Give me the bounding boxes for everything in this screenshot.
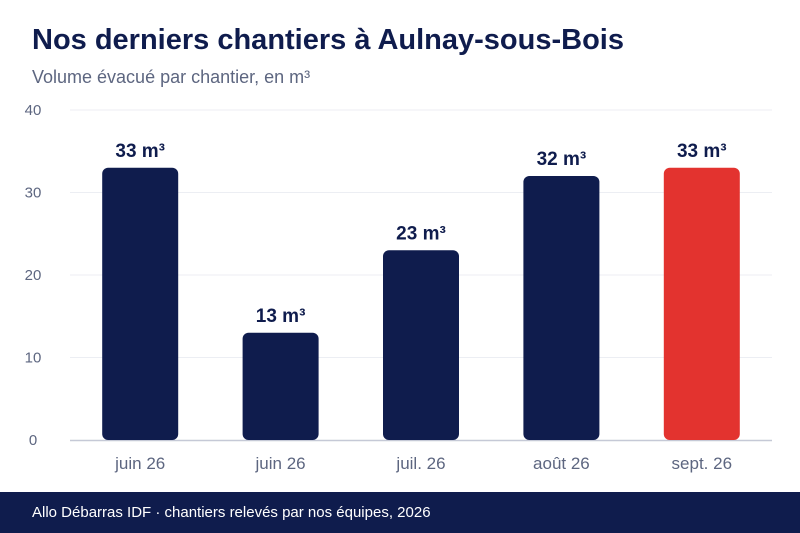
x-tick-label: juin 26 [255,454,306,473]
x-tick-label: juin 26 [114,454,165,473]
x-tick-label: juil. 26 [395,454,445,473]
bar-data-label: 32 m³ [537,149,587,170]
chart-title: Nos derniers chantiers à Aulnay-sous-Boi… [32,24,624,56]
x-tick-label: sept. 26 [672,454,733,473]
bar-data-label: 33 m³ [115,141,165,162]
bar-data-label: 13 m³ [256,306,306,327]
bar [663,167,740,440]
y-tick-label: 0 [29,432,37,449]
bar-data-label: 23 m³ [396,223,446,244]
bar [523,176,600,440]
bar-data-label: 33 m³ [677,141,727,162]
y-tick-label: 30 [25,185,42,202]
x-tick-label: août 26 [533,454,590,473]
y-tick-label: 10 [25,350,42,367]
bar [102,167,179,440]
y-tick-label: 20 [25,267,42,284]
chart-subtitle: Volume évacué par chantier, en m³ [32,67,311,87]
bar-chart: 0 10 20 30 40 33 m³ juin 26 13 m³ juin 26 23 m³ ju… [25,102,772,473]
footer-source-text: Allo Débarras IDF · chantiers relevés pa… [32,504,431,521]
bar [242,332,319,440]
bar [383,250,459,440]
y-tick-label: 40 [25,102,42,119]
footer-bar: Allo Débarras IDF · chantiers relevés pa… [0,492,800,533]
